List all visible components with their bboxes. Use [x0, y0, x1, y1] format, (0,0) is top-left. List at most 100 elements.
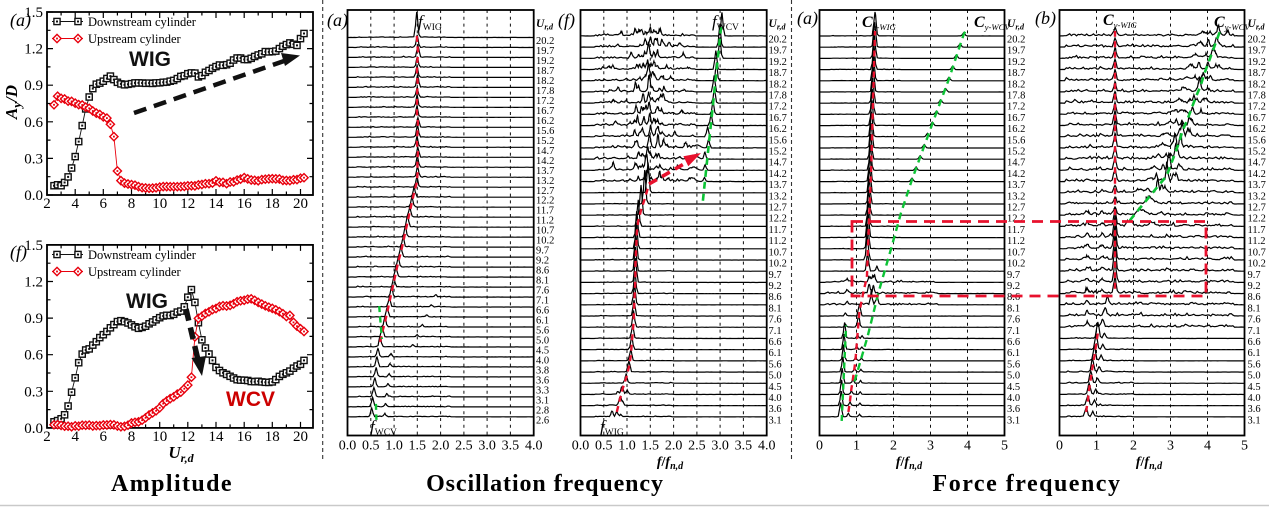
svg-text:3.5: 3.5: [735, 439, 753, 454]
svg-text:6.1: 6.1: [1248, 348, 1261, 359]
svg-text:1.5: 1.5: [24, 5, 43, 21]
svg-text:2: 2: [43, 196, 51, 212]
svg-text:3.0: 3.0: [711, 439, 729, 454]
svg-text:8.1: 8.1: [769, 303, 782, 314]
svg-text:4: 4: [964, 439, 971, 454]
svg-text:7.6: 7.6: [769, 315, 782, 326]
svg-text:4.0: 4.0: [758, 439, 776, 454]
svg-text:3.5: 3.5: [502, 439, 520, 454]
svg-text:8.1: 8.1: [1248, 303, 1261, 314]
svg-text:6.6: 6.6: [769, 337, 782, 348]
svg-text:1: 1: [853, 439, 860, 454]
svg-text:Force frequency: Force frequency: [933, 471, 1122, 497]
svg-text:12.2: 12.2: [769, 214, 787, 225]
svg-text:6.1: 6.1: [536, 316, 549, 327]
svg-text:13.7: 13.7: [1007, 180, 1025, 191]
svg-text:10.7: 10.7: [1248, 247, 1266, 258]
svg-text:9.2: 9.2: [1248, 281, 1261, 292]
svg-text:15.2: 15.2: [536, 136, 554, 147]
svg-text:14: 14: [209, 196, 225, 212]
svg-text:7.6: 7.6: [536, 286, 549, 297]
svg-text:0.6: 0.6: [24, 348, 43, 364]
svg-text:3.6: 3.6: [536, 376, 549, 387]
svg-text:0.0: 0.0: [24, 421, 43, 437]
svg-text:6.6: 6.6: [1248, 337, 1261, 348]
svg-text:8.1: 8.1: [1007, 303, 1020, 314]
svg-text:13.7: 13.7: [1248, 180, 1266, 191]
svg-text:WIG: WIG: [126, 290, 168, 313]
svg-text:5.6: 5.6: [769, 359, 782, 370]
svg-text:18.7: 18.7: [769, 68, 787, 79]
svg-text:14.7: 14.7: [1007, 158, 1025, 169]
svg-text:10.2: 10.2: [536, 236, 554, 247]
svg-text:0.0: 0.0: [339, 439, 357, 454]
svg-text:9.7: 9.7: [1007, 270, 1020, 281]
svg-text:17.8: 17.8: [536, 86, 554, 97]
svg-text:6: 6: [100, 196, 108, 212]
svg-text:14.2: 14.2: [1007, 169, 1025, 180]
svg-text:10.2: 10.2: [769, 259, 787, 270]
svg-text:20: 20: [293, 196, 308, 212]
svg-text:10.7: 10.7: [1007, 247, 1025, 258]
svg-text:0.0: 0.0: [24, 188, 43, 204]
svg-text:2.5: 2.5: [688, 439, 706, 454]
svg-text:3.8: 3.8: [536, 366, 549, 377]
svg-text:5.0: 5.0: [536, 336, 549, 347]
svg-text:5: 5: [1001, 439, 1008, 454]
svg-text:12: 12: [180, 196, 195, 212]
svg-text:8.6: 8.6: [536, 266, 549, 277]
svg-text:17.2: 17.2: [1248, 102, 1266, 113]
svg-text:14.7: 14.7: [536, 146, 554, 157]
svg-text:5: 5: [1241, 439, 1248, 454]
svg-text:8.6: 8.6: [769, 292, 782, 303]
svg-text:1.5: 1.5: [409, 439, 427, 454]
svg-text:17.2: 17.2: [1007, 102, 1025, 113]
svg-text:11.2: 11.2: [769, 236, 787, 247]
svg-text:16.2: 16.2: [536, 116, 554, 127]
svg-text:16.2: 16.2: [769, 124, 787, 135]
svg-text:2.6: 2.6: [536, 415, 549, 426]
svg-text:14.7: 14.7: [769, 158, 787, 169]
svg-text:9.7: 9.7: [536, 246, 549, 257]
svg-text:8: 8: [128, 196, 136, 212]
svg-text:13.2: 13.2: [769, 191, 787, 202]
svg-text:Ay/D: Ay/D: [2, 85, 24, 120]
svg-text:18: 18: [265, 429, 280, 445]
svg-text:Oscillation frequency: Oscillation frequency: [426, 471, 664, 497]
svg-text:12.7: 12.7: [769, 203, 787, 214]
svg-text:0.3: 0.3: [24, 384, 43, 400]
svg-text:18.2: 18.2: [1248, 79, 1266, 90]
svg-text:0.3: 0.3: [24, 151, 43, 167]
svg-text:Upstream cylinder: Upstream cylinder: [88, 265, 182, 279]
svg-text:19.2: 19.2: [1007, 57, 1025, 68]
svg-text:20.2: 20.2: [536, 36, 554, 47]
svg-text:8: 8: [128, 429, 136, 445]
svg-text:1.5: 1.5: [24, 238, 43, 254]
svg-text:20.2: 20.2: [769, 35, 787, 46]
svg-text:13.7: 13.7: [536, 166, 554, 177]
svg-text:7.1: 7.1: [1248, 326, 1261, 337]
svg-text:15.6: 15.6: [769, 135, 787, 146]
svg-text:1.0: 1.0: [385, 439, 403, 454]
svg-text:4.0: 4.0: [536, 356, 549, 367]
svg-text:0.5: 0.5: [595, 439, 613, 454]
svg-text:4.5: 4.5: [1007, 382, 1020, 393]
svg-text:11.2: 11.2: [1007, 236, 1025, 247]
svg-text:9.2: 9.2: [769, 281, 782, 292]
svg-text:0: 0: [816, 439, 823, 454]
svg-text:0.9: 0.9: [24, 78, 43, 94]
svg-text:6.6: 6.6: [536, 306, 549, 317]
svg-text:0.5: 0.5: [362, 439, 380, 454]
svg-text:18.7: 18.7: [1248, 68, 1266, 79]
svg-text:(a): (a): [797, 8, 818, 29]
svg-text:15.2: 15.2: [1007, 147, 1025, 158]
svg-text:19.7: 19.7: [1007, 46, 1025, 57]
svg-text:11.7: 11.7: [769, 225, 787, 236]
svg-text:12.2: 12.2: [536, 196, 554, 207]
svg-text:WCV: WCV: [226, 388, 275, 411]
svg-text:7.6: 7.6: [1007, 315, 1020, 326]
svg-text:16.2: 16.2: [1007, 124, 1025, 135]
svg-text:16: 16: [237, 429, 253, 445]
svg-text:12: 12: [180, 429, 195, 445]
svg-text:11.7: 11.7: [1007, 225, 1025, 236]
